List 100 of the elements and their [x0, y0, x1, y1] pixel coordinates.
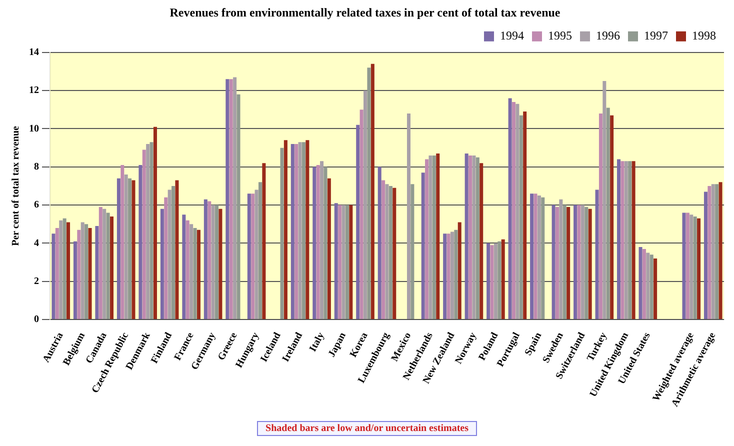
bar [446, 234, 450, 320]
bar [204, 199, 208, 320]
bar [606, 108, 610, 320]
y-tick-label: 8 [34, 161, 39, 172]
bar [690, 214, 694, 320]
bar [476, 157, 480, 320]
y-tick-label: 10 [29, 123, 39, 134]
bar [59, 220, 63, 320]
bar [360, 110, 364, 320]
y-tick-label: 2 [34, 276, 39, 287]
bar [160, 208, 164, 320]
x-tick-label: Italy [308, 330, 327, 354]
bar [617, 159, 621, 320]
bar [327, 178, 331, 320]
bar [392, 188, 396, 320]
bar [95, 226, 99, 320]
y-tick-label: 14 [29, 46, 39, 58]
bar [508, 98, 512, 320]
bar [196, 230, 200, 320]
bar [494, 243, 498, 320]
bar [638, 247, 642, 320]
bar [421, 172, 425, 320]
bar [88, 228, 92, 320]
bar [150, 142, 154, 320]
bar [236, 94, 240, 320]
bar [642, 248, 646, 320]
bar [106, 212, 110, 320]
bar [432, 155, 436, 320]
legend-label: 1997 [644, 28, 668, 43]
bar [175, 180, 179, 320]
bar [229, 79, 233, 320]
bar [512, 102, 516, 320]
bar [650, 254, 654, 320]
bar [294, 144, 298, 320]
bar [146, 144, 150, 320]
bar [116, 178, 120, 320]
bar [588, 208, 592, 320]
bar [378, 166, 382, 320]
bar [251, 194, 255, 320]
bar [552, 205, 556, 320]
bar [620, 161, 624, 320]
bar [98, 206, 102, 320]
bar [406, 113, 410, 320]
bar [356, 124, 360, 320]
bar [302, 142, 306, 320]
bar [686, 212, 690, 320]
bar [172, 186, 176, 320]
bar [450, 232, 454, 320]
bar [382, 180, 386, 320]
bar [602, 81, 606, 320]
bar [704, 192, 708, 320]
bar [306, 140, 310, 320]
bar [298, 142, 302, 320]
bar [559, 199, 563, 320]
bar [324, 166, 328, 320]
bar [577, 205, 581, 320]
bar [697, 218, 701, 320]
bar [516, 104, 520, 320]
bar [519, 115, 523, 320]
y-tick-label: 0 [34, 314, 39, 326]
bar [682, 212, 686, 320]
bar [262, 163, 266, 320]
bar [708, 186, 712, 320]
bar [654, 258, 658, 320]
bar [80, 222, 84, 320]
bar [480, 163, 484, 320]
bar [486, 243, 490, 320]
bar [566, 206, 570, 320]
bar [128, 178, 132, 320]
bar [555, 206, 559, 320]
bar [541, 197, 545, 320]
bar [284, 140, 288, 320]
bar [628, 161, 632, 320]
bar [168, 190, 172, 320]
bar [233, 77, 237, 320]
bar [153, 126, 157, 320]
bar [142, 150, 146, 320]
bar [364, 90, 368, 320]
bar [226, 79, 230, 320]
bar [598, 113, 602, 320]
bar [468, 155, 472, 320]
bar [208, 201, 212, 320]
text: Shaded bars are low and/or uncertain estimates [256, 421, 478, 436]
bar [55, 228, 59, 320]
bar [410, 184, 414, 320]
y-tick-label: 6 [34, 200, 39, 211]
y-axis-title: Per cent of total tax revenue [10, 125, 22, 246]
bar [711, 184, 715, 320]
bar [562, 205, 566, 320]
x-tick-label: Japan [326, 330, 349, 360]
bar [534, 194, 538, 320]
bar [110, 216, 114, 320]
y-tick-label: 12 [29, 85, 39, 96]
bar [312, 166, 316, 320]
bar [138, 164, 142, 320]
bar [254, 190, 258, 320]
bar [73, 241, 77, 320]
bar [370, 64, 374, 320]
bar [428, 155, 432, 320]
bar [385, 184, 389, 320]
